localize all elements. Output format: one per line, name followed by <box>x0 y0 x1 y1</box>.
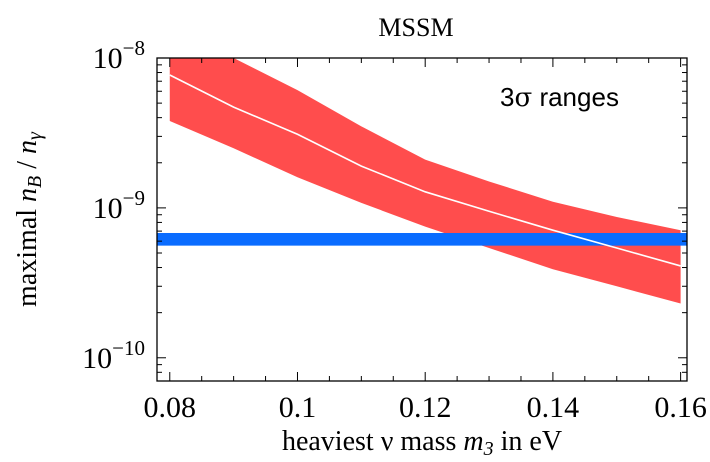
x-tick-label: 0.12 <box>399 391 452 424</box>
annotation-3sigma-ranges: 3σ ranges <box>500 82 619 113</box>
plot-area <box>157 58 687 304</box>
x-tick-label: 0.14 <box>527 391 580 424</box>
chart-title: MSSM <box>378 13 453 42</box>
y-axis-label: maximal nB / nγ <box>12 131 46 307</box>
y-tick-label: 10−10 <box>82 336 145 375</box>
y-tick-label: 10−9 <box>93 186 145 225</box>
ticks <box>157 57 687 382</box>
x-tick-label: 0.16 <box>654 391 707 424</box>
y-tick-label: 10−8 <box>93 36 145 75</box>
x-tick-label: 0.08 <box>144 391 197 424</box>
x-tick-label: 0.1 <box>279 391 317 424</box>
series-hband-2 <box>157 232 687 246</box>
series-line-1 <box>169 74 681 267</box>
plot-frame <box>156 57 688 382</box>
x-axis-label: heaviest ν mass m3 in eV <box>282 426 562 460</box>
